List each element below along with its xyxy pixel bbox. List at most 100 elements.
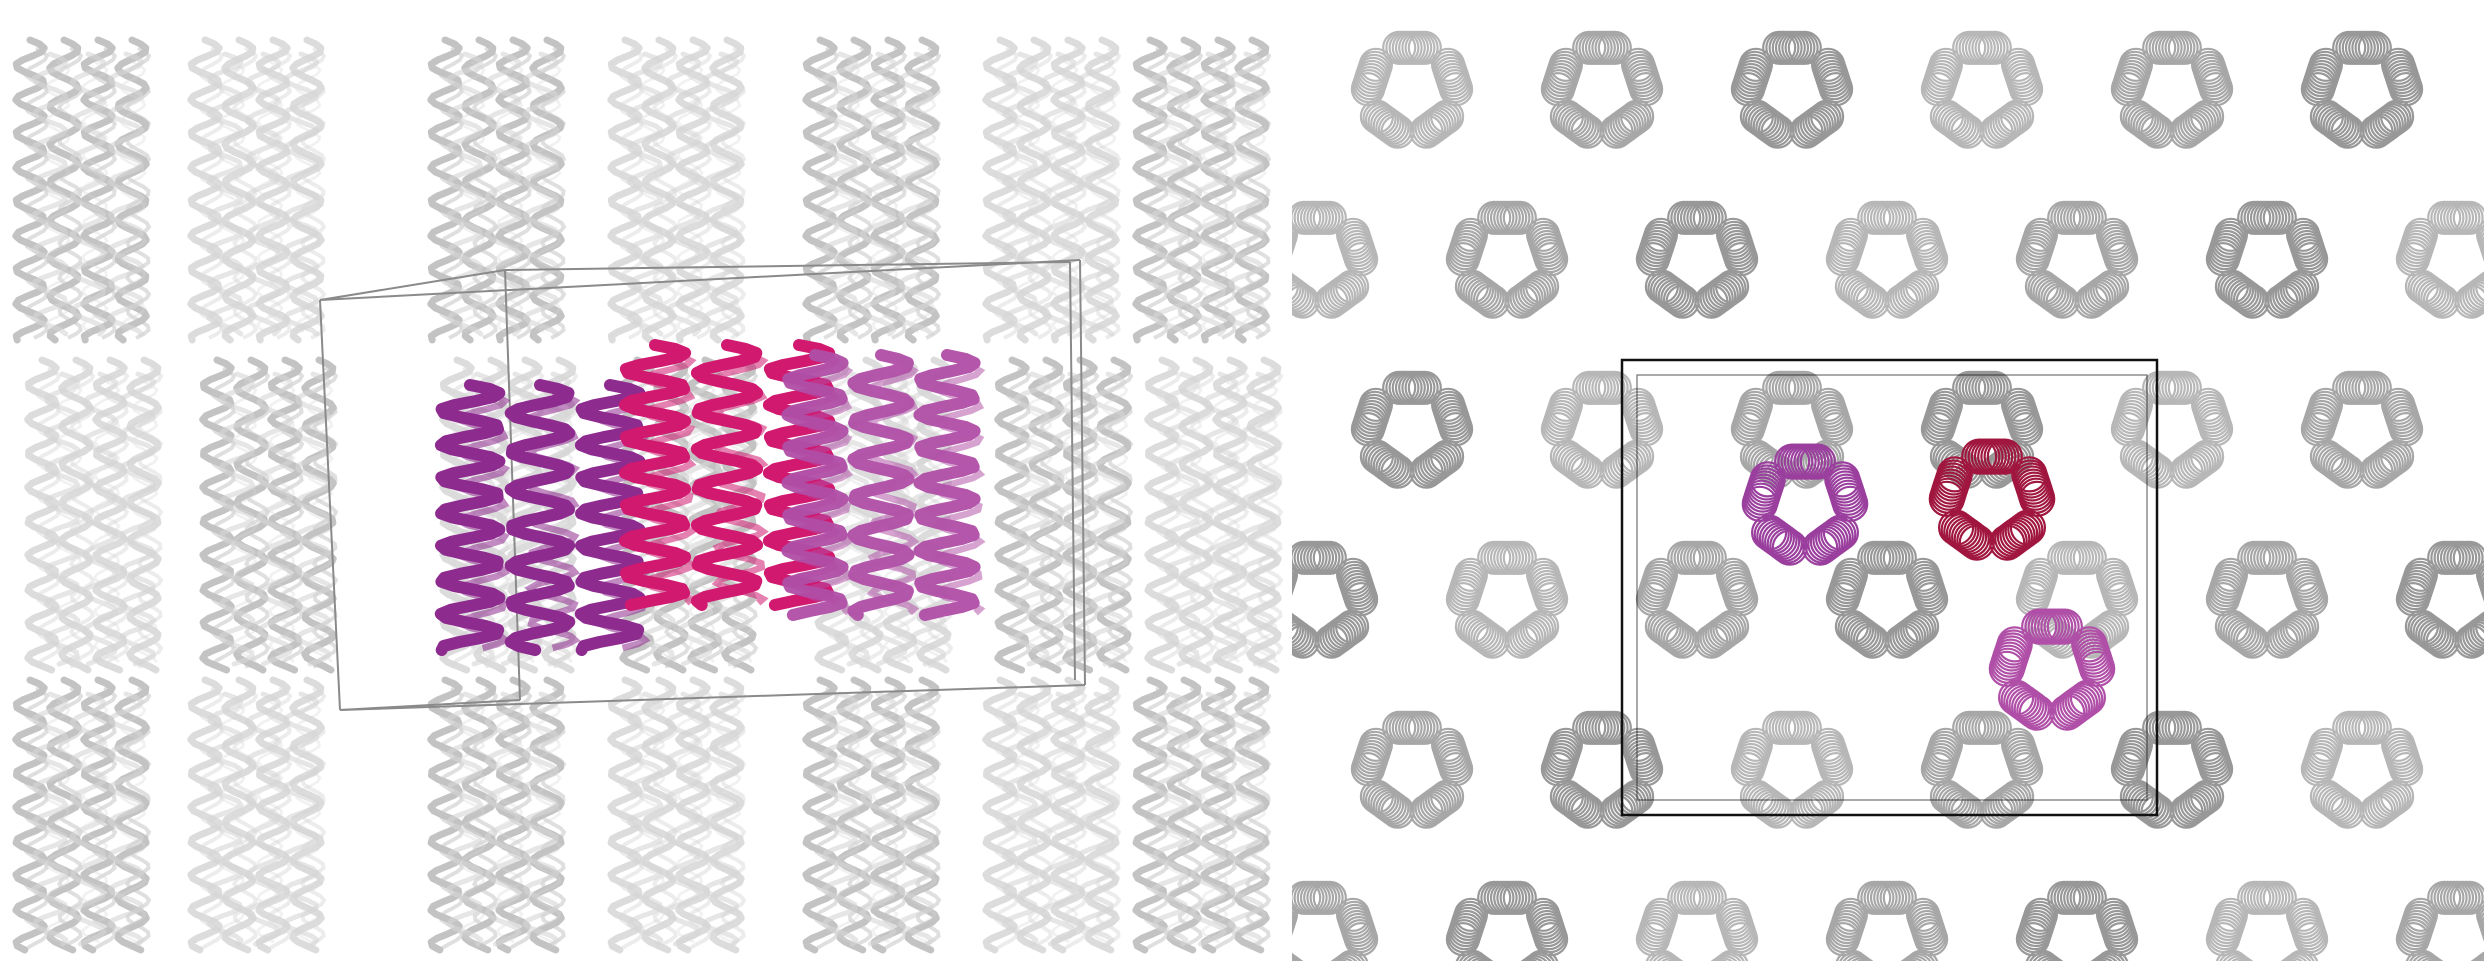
helix-coil [1322, 618, 1357, 654]
helix-coil [1913, 581, 1949, 617]
helix [69, 51, 107, 337]
helix-coil [1292, 618, 1312, 654]
helix-backbone [1100, 380, 1129, 663]
highlighted-bundles [434, 339, 986, 656]
helix-coil [1940, 786, 1975, 822]
helix-coil [2369, 786, 2404, 822]
helix-backbone [880, 686, 908, 950]
helix-backbone [1094, 686, 1122, 950]
helix-coil [1818, 71, 1854, 107]
helix-backbone [832, 60, 861, 334]
lattice-ring [1920, 710, 2044, 829]
helix-coil [2421, 957, 2444, 961]
helix-coil [1999, 516, 2036, 554]
helix-coil [1292, 958, 1304, 961]
helix-coil [1724, 242, 1759, 277]
helix-coil [2269, 620, 2304, 656]
helix-coil [2222, 275, 2257, 310]
helix-coil [1557, 785, 1592, 820]
helix [24, 356, 60, 674]
helix [221, 36, 257, 344]
helix-coil [1889, 280, 1924, 315]
helix-backbone [471, 46, 499, 340]
helix [1239, 371, 1277, 667]
helix-coil [2369, 447, 2404, 482]
helix-coil [2472, 612, 2484, 645]
helix-coil [2409, 951, 2440, 961]
helix-coil [1609, 447, 1644, 482]
lattice-bundle-back [1151, 691, 1267, 947]
helix-coil [1945, 515, 1983, 552]
helix-coil [2322, 108, 2357, 144]
lattice-ring [1445, 200, 1569, 319]
helix-coil [1467, 618, 1502, 654]
helix-coil [1992, 105, 2027, 140]
helix [1151, 51, 1189, 337]
lattice-ring [1825, 540, 1949, 659]
helix-coil [2231, 957, 2254, 961]
helix-backbone [1238, 700, 1267, 944]
helix-coil [1548, 727, 1583, 762]
helix-coil [2282, 953, 2312, 961]
helix [43, 371, 81, 667]
helix-coil [1818, 751, 1854, 787]
helix-coil [1422, 445, 1457, 480]
helix-coil [1414, 450, 1449, 485]
helix-backbone [267, 380, 296, 663]
helix-coil [2174, 450, 2209, 485]
helix-coil [2412, 953, 2442, 961]
helix-coil [2357, 710, 2392, 745]
lattice-ring [1920, 30, 2044, 149]
helix-coil [2037, 278, 2072, 314]
helix [626, 691, 664, 947]
helix-coil [1652, 615, 1687, 650]
helix-coil [2317, 785, 2352, 820]
lattice-ring [1825, 880, 1949, 961]
helix-coil [1897, 615, 1932, 650]
helix-coil [1312, 880, 1347, 915]
helix-coil [2452, 200, 2484, 235]
helix-coil [1358, 47, 1394, 82]
helix-coil [1882, 540, 1917, 575]
helix-backbone [866, 359, 920, 616]
helix-coil [1752, 788, 1787, 824]
helix-coil [1597, 710, 1632, 745]
helix [664, 691, 702, 947]
helix-coil [1453, 897, 1488, 932]
helix-coil [2280, 958, 2298, 961]
helix-coil [1756, 518, 1793, 555]
lattice-bundle-back [626, 51, 742, 337]
helix [702, 691, 740, 947]
helix-coil [2225, 616, 2260, 652]
helix-coil [1832, 485, 1869, 522]
helix-coil [1942, 788, 1977, 824]
helix-coil [1942, 108, 1977, 144]
helix-coil [2367, 108, 2402, 144]
helix-coil [1367, 445, 1402, 480]
lattice-ring [2205, 200, 2329, 319]
helix-coil [1747, 785, 1782, 820]
lattice-ring [2110, 370, 2234, 489]
helix-coil [1332, 953, 1362, 961]
helix-coil [2174, 110, 2209, 146]
helix-coil [2417, 278, 2452, 314]
helix-coil [2274, 277, 2309, 312]
helix-coil [1818, 412, 1854, 447]
helix-backbone [992, 686, 1020, 950]
helix-coil [1738, 387, 1773, 422]
helix-coil [1422, 785, 1457, 820]
helix-coil [2308, 387, 2344, 422]
helix-coil [1851, 957, 1874, 961]
helix-coil [2293, 242, 2329, 277]
helix-coil [2480, 916, 2484, 938]
helix-coil [2388, 751, 2424, 787]
top-view-lattice-image [1292, 30, 2484, 961]
helix-coil [2467, 615, 2484, 650]
helix-coil [1809, 523, 1847, 561]
lattice-ring [1350, 710, 1474, 829]
helix-coil [1597, 370, 1632, 405]
helix-coil [1802, 785, 1837, 820]
helix-backbone [932, 359, 986, 616]
helix-coil [1905, 949, 1939, 961]
helix-coil [1882, 200, 1917, 235]
